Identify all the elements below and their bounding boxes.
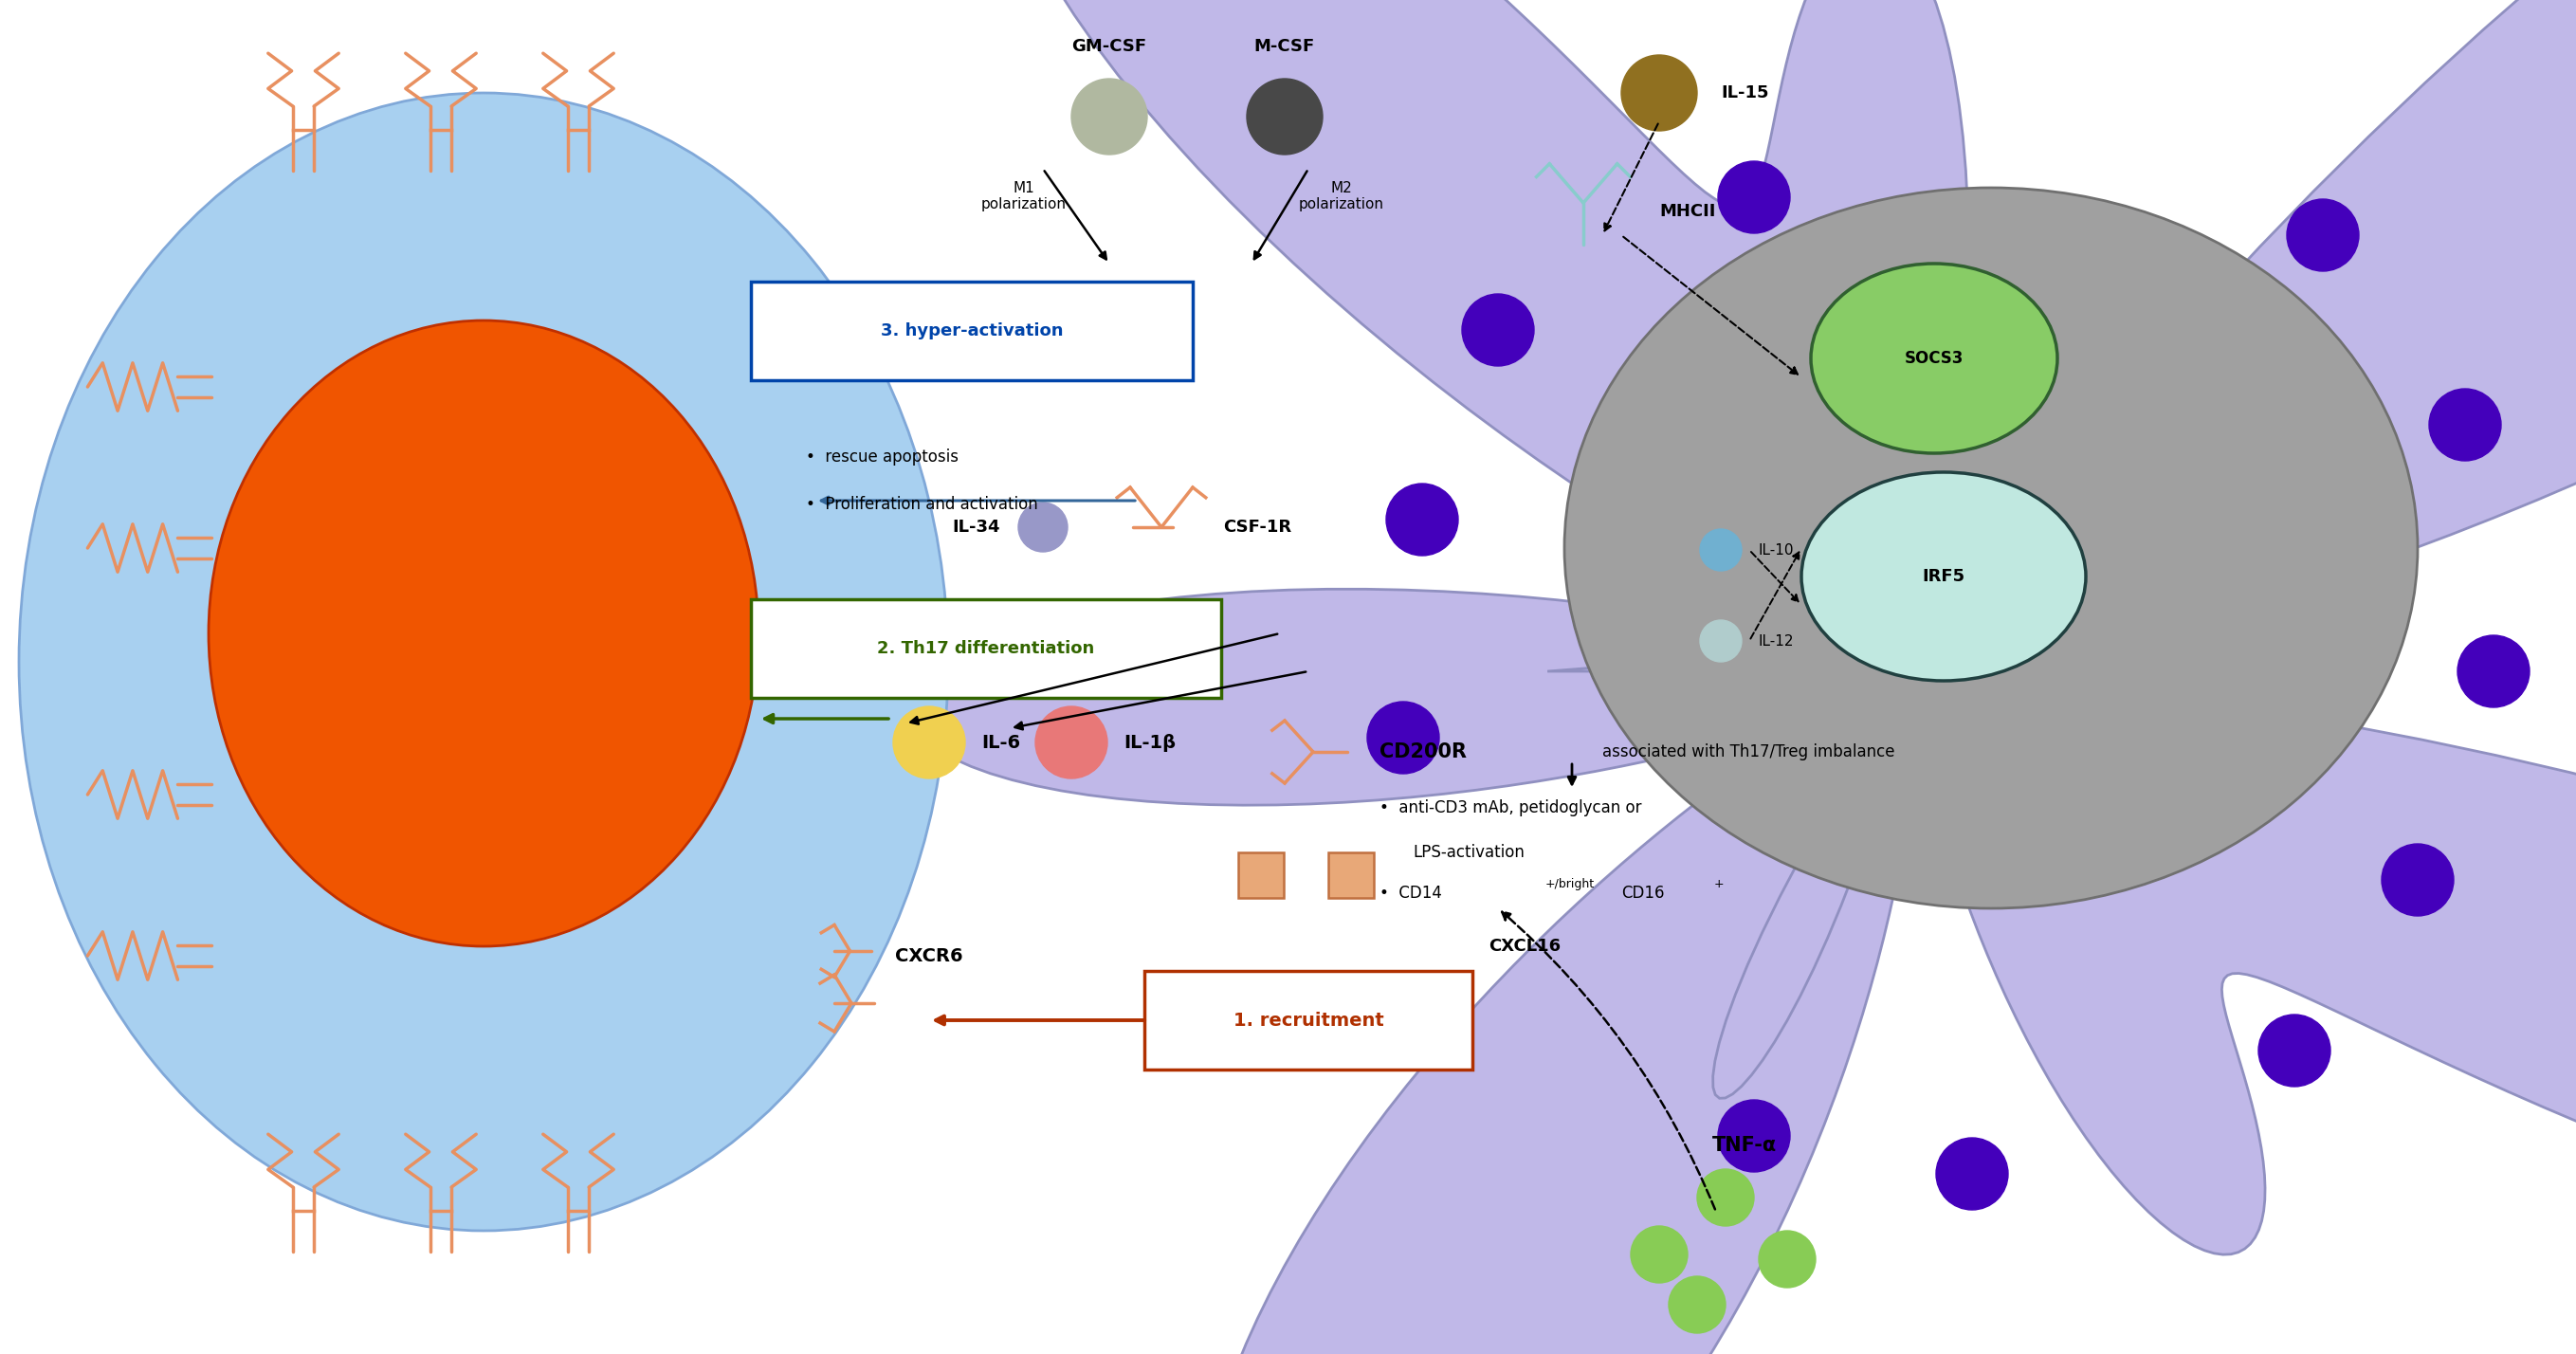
Circle shape: [1631, 1225, 1687, 1282]
Circle shape: [1718, 1099, 1790, 1173]
FancyBboxPatch shape: [750, 282, 1193, 380]
Circle shape: [2287, 199, 2360, 271]
Circle shape: [2259, 1014, 2331, 1087]
Text: IL-34: IL-34: [953, 519, 999, 536]
Ellipse shape: [18, 93, 948, 1231]
Text: •  rescue apoptosis: • rescue apoptosis: [806, 448, 958, 466]
Circle shape: [1759, 1231, 1816, 1288]
Circle shape: [1386, 483, 1458, 555]
Text: M2
polarization: M2 polarization: [1298, 180, 1383, 211]
FancyBboxPatch shape: [1224, 1001, 1270, 1047]
Circle shape: [1698, 1169, 1754, 1225]
FancyBboxPatch shape: [1144, 971, 1473, 1070]
Ellipse shape: [1564, 188, 2419, 909]
Text: TNF-α: TNF-α: [1713, 1136, 1777, 1155]
Polygon shape: [907, 0, 2576, 1354]
Text: M1
polarization: M1 polarization: [981, 180, 1066, 211]
FancyBboxPatch shape: [1309, 1001, 1355, 1047]
Text: IRF5: IRF5: [1922, 567, 1965, 585]
Circle shape: [1463, 294, 1535, 366]
Text: CXCL16: CXCL16: [1489, 938, 1561, 955]
Circle shape: [1018, 502, 1066, 552]
Text: +/bright: +/bright: [1546, 877, 1595, 891]
Text: SOCS3: SOCS3: [1904, 349, 1963, 367]
Circle shape: [1247, 79, 1321, 154]
FancyBboxPatch shape: [1239, 853, 1283, 898]
Text: CXCR6: CXCR6: [896, 946, 963, 965]
Circle shape: [2429, 389, 2501, 460]
FancyBboxPatch shape: [750, 600, 1221, 697]
FancyBboxPatch shape: [1394, 1001, 1440, 1047]
Circle shape: [2458, 635, 2530, 707]
FancyBboxPatch shape: [1329, 853, 1373, 898]
Circle shape: [1669, 1277, 1726, 1334]
Circle shape: [1700, 529, 1741, 571]
Circle shape: [1937, 1137, 2009, 1210]
Circle shape: [894, 707, 966, 779]
Text: +: +: [1713, 877, 1723, 891]
Text: CD200R: CD200R: [1381, 742, 1466, 761]
Text: •  Proliferation and activation: • Proliferation and activation: [806, 496, 1038, 513]
Text: IL-12: IL-12: [1759, 634, 1795, 649]
Text: M-CSF: M-CSF: [1255, 38, 1316, 56]
Text: 3. hyper-activation: 3. hyper-activation: [881, 322, 1064, 340]
Circle shape: [1620, 56, 1698, 131]
Text: LPS-activation: LPS-activation: [1412, 844, 1525, 861]
Circle shape: [1718, 161, 1790, 233]
Text: CD16: CD16: [1620, 884, 1664, 902]
Ellipse shape: [1811, 264, 2058, 454]
Circle shape: [2383, 844, 2455, 915]
Text: IL-6: IL-6: [981, 734, 1020, 751]
Text: 1. recruitment: 1. recruitment: [1234, 1011, 1383, 1029]
Text: •  CD14: • CD14: [1381, 884, 1443, 902]
Text: associated with Th17/Treg imbalance: associated with Th17/Treg imbalance: [1602, 743, 1896, 761]
Ellipse shape: [209, 321, 757, 946]
Circle shape: [1700, 620, 1741, 662]
Circle shape: [1368, 701, 1440, 773]
Ellipse shape: [1801, 473, 2087, 681]
Text: MHCII: MHCII: [1659, 203, 1716, 219]
Text: IL-10: IL-10: [1759, 543, 1795, 556]
Text: 2. Th17 differentiation: 2. Th17 differentiation: [878, 640, 1095, 657]
Circle shape: [1036, 707, 1108, 779]
Text: IL-15: IL-15: [1721, 84, 1770, 102]
Text: •  anti-CD3 mAb, petidoglycan or: • anti-CD3 mAb, petidoglycan or: [1381, 799, 1641, 816]
Circle shape: [1072, 79, 1146, 154]
Text: GM-CSF: GM-CSF: [1072, 38, 1146, 56]
Text: CSF-1R: CSF-1R: [1224, 519, 1291, 536]
Text: IL-1β: IL-1β: [1123, 734, 1175, 751]
